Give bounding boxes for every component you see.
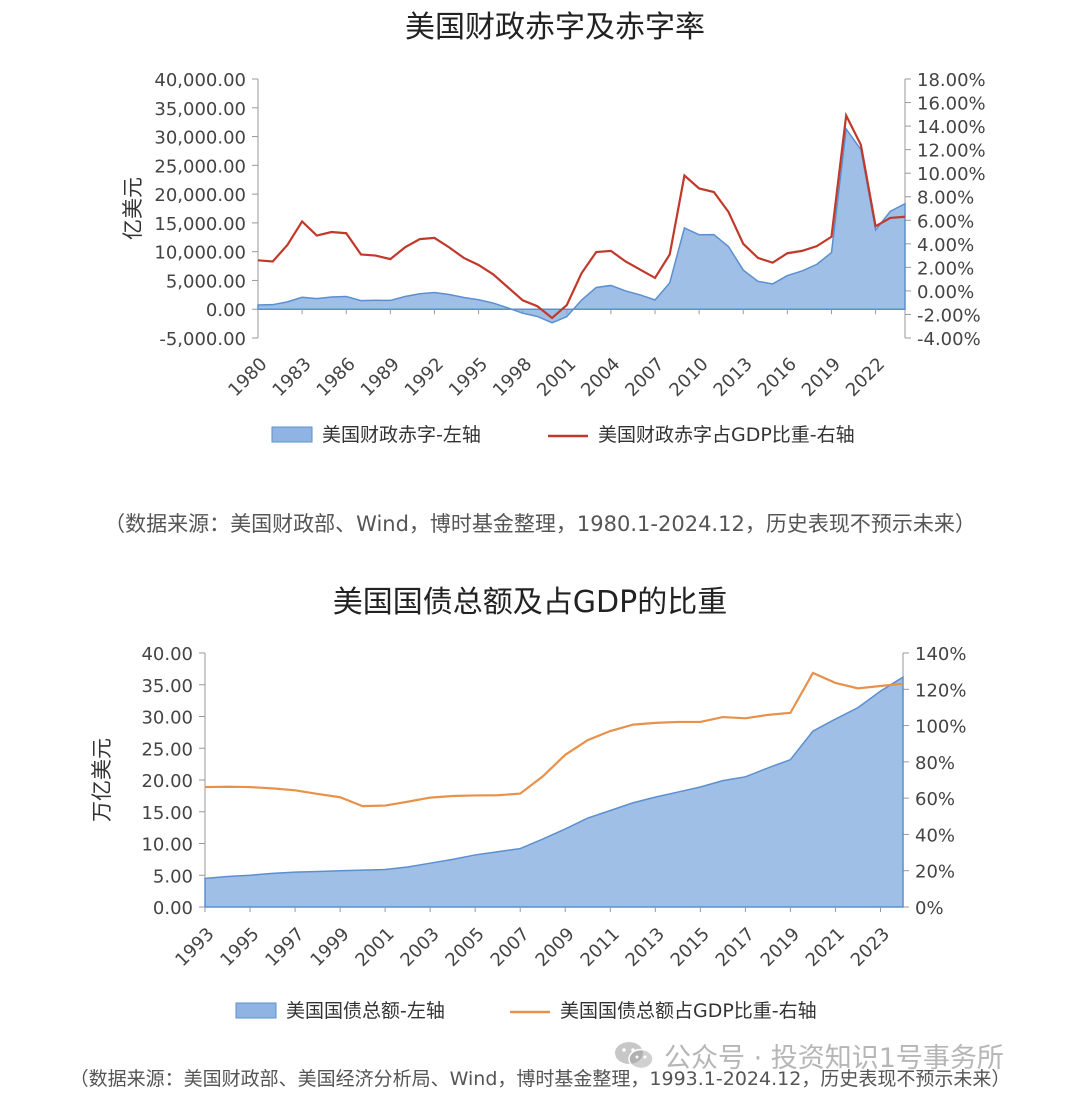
x-tick-label: 1993 (171, 924, 218, 971)
y2-tick-label: 12.00% (917, 141, 986, 162)
y2-tick-label: -2.00% (917, 305, 981, 326)
x-tick-label: 2007 (621, 354, 668, 401)
x-tick-label: 2019 (798, 354, 845, 401)
x-tick-label: 2005 (441, 924, 488, 971)
chart-title: 美国财政赤字及赤字率 (405, 10, 705, 45)
x-tick-label: 1992 (401, 354, 448, 401)
y2-tick-label: 0% (915, 898, 944, 919)
y-tick-label: 25,000.00 (154, 156, 246, 177)
y2-tick-label: 16.00% (917, 94, 986, 115)
legend-swatch-area (272, 427, 312, 442)
y-tick-label: 10,000.00 (154, 243, 246, 264)
x-tick-label: 1995 (216, 924, 263, 971)
y2-tick-label: 6.00% (917, 211, 974, 232)
x-tick-label: 1999 (306, 924, 353, 971)
x-tick-label: 1986 (313, 354, 360, 401)
legend-label: 美国国债总额-左轴 (286, 1000, 445, 1022)
y2-tick-label: 80% (915, 753, 955, 774)
y-tick-label: 15.00 (141, 803, 193, 824)
y2-tick-label: 140% (915, 644, 966, 665)
y-tick-label: 5,000.00 (166, 271, 246, 292)
y2-tick-label: 8.00% (917, 188, 974, 209)
y2-tick-label: 100% (915, 717, 966, 738)
x-tick-label: 2001 (533, 354, 580, 401)
y-tick-label: 5.00 (153, 866, 193, 887)
chart-debt: 美国国债总额及占GDP的比重 0.00 5.00 10.00 15.00 20.00 25.… (0, 560, 1080, 1105)
legend-label: 美国财政赤字-左轴 (322, 424, 481, 446)
x-tick-label: 2013 (622, 924, 669, 971)
x-tick-label: 2022 (842, 354, 889, 401)
x-tick-label: 2021 (802, 924, 849, 971)
y-tick-label: 40.00 (141, 644, 193, 665)
x-tick-label: 2009 (532, 924, 579, 971)
y-tick-label: 10.00 (141, 835, 193, 856)
x-tick-label: 1995 (445, 354, 492, 401)
y-tick-label: 15,000.00 (154, 214, 246, 235)
y-axis-label: 万亿美元 (90, 738, 114, 822)
y-tick-label: 40,000.00 (154, 70, 246, 91)
y2-tick-label: 0.00% (917, 282, 974, 303)
x-tick-label: 1997 (261, 924, 308, 971)
x-tick-label: 2016 (754, 354, 801, 401)
y2-tick-label: 2.00% (917, 258, 974, 279)
legend-label: 美国国债总额占GDP比重-右轴 (560, 1000, 817, 1022)
y2-tick-label: -4.00% (917, 329, 981, 350)
legend-label: 美国财政赤字占GDP比重-右轴 (598, 424, 855, 446)
y2-tick-label: 14.00% (917, 117, 986, 138)
x-tick-label: 1998 (489, 354, 536, 401)
y-tick-label: 20,000.00 (154, 185, 246, 206)
y-tick-label: 30.00 (141, 708, 193, 729)
y-tick-label: 35.00 (141, 676, 193, 697)
y-tick-label: 0.00 (153, 898, 193, 919)
x-tick-label: 2017 (712, 924, 759, 971)
watermark-text: 公众号 · 投资知识1号事务所 (664, 1036, 1004, 1075)
y-tick-label: 30,000.00 (154, 128, 246, 149)
x-tick-label: 2004 (577, 354, 624, 401)
x-tick-label: 2007 (487, 924, 534, 971)
y2-tick-label: 120% (915, 680, 966, 701)
y2-tick-label: 40% (915, 825, 955, 846)
chart-deficit: 美国财政赤字及赤字率 -5,000.00 0.00 5,000.00 10,000.00… (0, 0, 1080, 495)
wechat-icon (612, 1040, 656, 1070)
x-tick-label: 2001 (351, 924, 398, 971)
y2-tick-label: 18.00% (917, 70, 986, 91)
chart-title: 美国国债总额及占GDP的比重 (333, 585, 727, 620)
y2-tick-label: 4.00% (917, 235, 974, 256)
y-tick-label: 35,000.00 (154, 99, 246, 120)
series-area (258, 129, 905, 323)
x-tick-label: 2010 (665, 354, 712, 401)
y-tick-label: 0.00 (206, 300, 246, 321)
x-tick-label: 2011 (577, 924, 624, 971)
x-tick-label: 2003 (396, 924, 443, 971)
y2-tick-label: 10.00% (917, 164, 986, 185)
x-tick-label: 1980 (224, 354, 271, 401)
source-note-deficit: （数据来源：美国财政部、Wind，博时基金整理，1980.1-2024.12，历… (0, 508, 1080, 538)
y-axis-label: 亿美元 (121, 177, 145, 240)
legend-swatch-area (236, 1003, 276, 1018)
x-tick-label: 2013 (710, 354, 757, 401)
x-tick-label: 1989 (357, 354, 404, 401)
y-tick-label: 20.00 (141, 771, 193, 792)
x-tick-label: 1983 (268, 354, 315, 401)
y-tick-label: -5,000.00 (159, 329, 246, 350)
x-tick-label: 2015 (667, 924, 714, 971)
y2-tick-label: 20% (915, 862, 955, 883)
x-tick-label: 2023 (847, 924, 894, 971)
y-tick-label: 25.00 (141, 739, 193, 760)
x-tick-label: 2019 (757, 924, 804, 971)
y2-tick-label: 60% (915, 789, 955, 810)
